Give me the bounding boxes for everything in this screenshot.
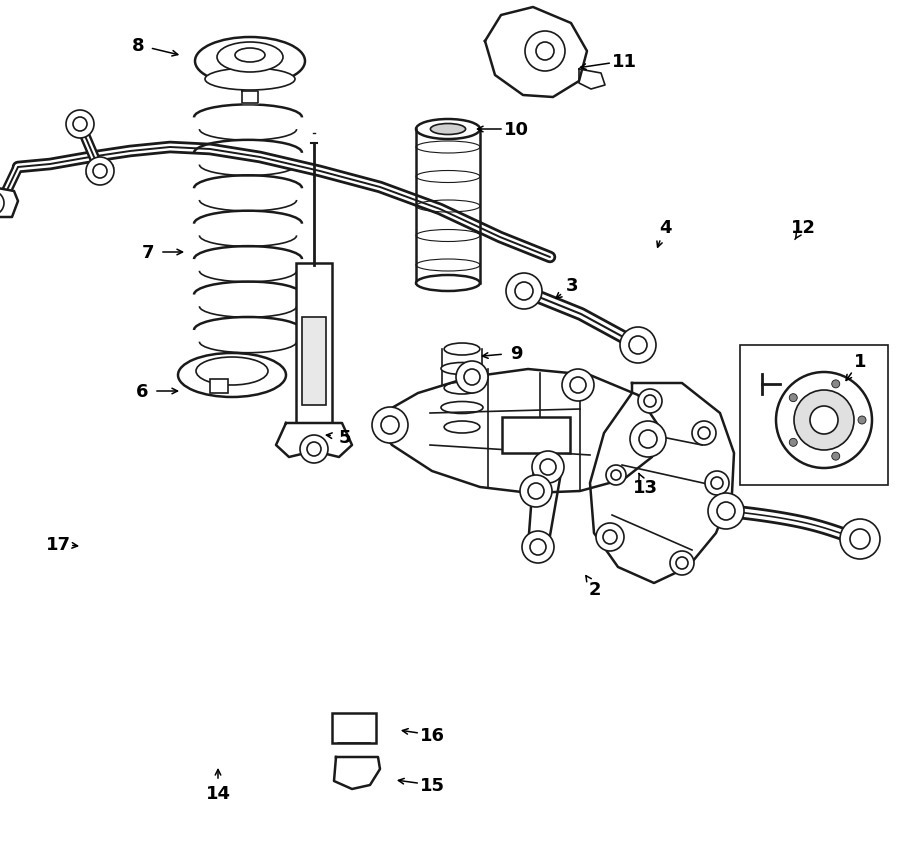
Text: 16: 16: [419, 726, 445, 744]
Ellipse shape: [441, 402, 483, 414]
Ellipse shape: [196, 357, 268, 386]
Circle shape: [789, 394, 797, 403]
Ellipse shape: [430, 125, 465, 136]
Ellipse shape: [445, 344, 480, 356]
Circle shape: [638, 390, 662, 414]
Ellipse shape: [235, 49, 265, 63]
Bar: [296, 264, 332, 423]
Text: 4: 4: [659, 218, 671, 237]
Circle shape: [606, 466, 626, 485]
Ellipse shape: [195, 38, 305, 86]
Circle shape: [522, 531, 554, 563]
Text: 3: 3: [566, 276, 578, 294]
Text: 9: 9: [509, 345, 522, 363]
Text: 11: 11: [611, 53, 636, 71]
Circle shape: [506, 274, 542, 310]
Polygon shape: [485, 8, 587, 98]
Ellipse shape: [416, 120, 480, 140]
Circle shape: [776, 373, 872, 468]
Polygon shape: [0, 188, 18, 218]
Polygon shape: [334, 757, 380, 789]
Circle shape: [372, 408, 408, 444]
Ellipse shape: [445, 382, 480, 395]
Ellipse shape: [217, 43, 283, 73]
Circle shape: [832, 453, 840, 461]
Ellipse shape: [441, 363, 483, 375]
Ellipse shape: [416, 276, 480, 292]
Circle shape: [86, 158, 114, 186]
Circle shape: [532, 451, 564, 484]
Text: 14: 14: [205, 784, 230, 802]
Bar: [210, 380, 228, 393]
Circle shape: [840, 519, 880, 560]
Circle shape: [794, 391, 854, 450]
Polygon shape: [579, 70, 605, 90]
Text: 12: 12: [790, 218, 815, 237]
Polygon shape: [528, 467, 562, 548]
Ellipse shape: [445, 421, 480, 433]
Text: 7: 7: [142, 244, 154, 262]
Circle shape: [705, 472, 729, 496]
Circle shape: [630, 421, 666, 457]
Circle shape: [670, 551, 694, 575]
Text: 1: 1: [854, 352, 866, 370]
Circle shape: [692, 421, 716, 445]
Text: 13: 13: [633, 479, 658, 496]
Bar: [332, 713, 376, 743]
Circle shape: [789, 438, 797, 447]
Circle shape: [810, 407, 838, 434]
Circle shape: [596, 524, 624, 551]
Polygon shape: [376, 369, 658, 493]
Circle shape: [66, 111, 94, 139]
Circle shape: [525, 32, 565, 72]
Circle shape: [0, 192, 4, 216]
Polygon shape: [590, 384, 734, 583]
Text: 2: 2: [589, 580, 601, 598]
Bar: [302, 317, 326, 405]
Polygon shape: [276, 423, 352, 457]
Polygon shape: [242, 92, 258, 104]
Text: 6: 6: [136, 382, 149, 401]
Text: 5: 5: [338, 428, 351, 446]
Circle shape: [300, 436, 328, 463]
Circle shape: [562, 369, 594, 402]
Circle shape: [832, 380, 840, 388]
Bar: [502, 417, 570, 454]
Circle shape: [520, 475, 552, 508]
Text: 10: 10: [503, 121, 528, 139]
Circle shape: [858, 416, 866, 425]
Ellipse shape: [178, 354, 286, 397]
Circle shape: [708, 493, 744, 530]
Text: 15: 15: [419, 776, 445, 794]
Bar: [740, 345, 888, 485]
Ellipse shape: [205, 69, 295, 91]
Circle shape: [620, 328, 656, 363]
Circle shape: [456, 362, 488, 393]
Text: 17: 17: [46, 536, 70, 554]
Text: 8: 8: [131, 37, 144, 55]
